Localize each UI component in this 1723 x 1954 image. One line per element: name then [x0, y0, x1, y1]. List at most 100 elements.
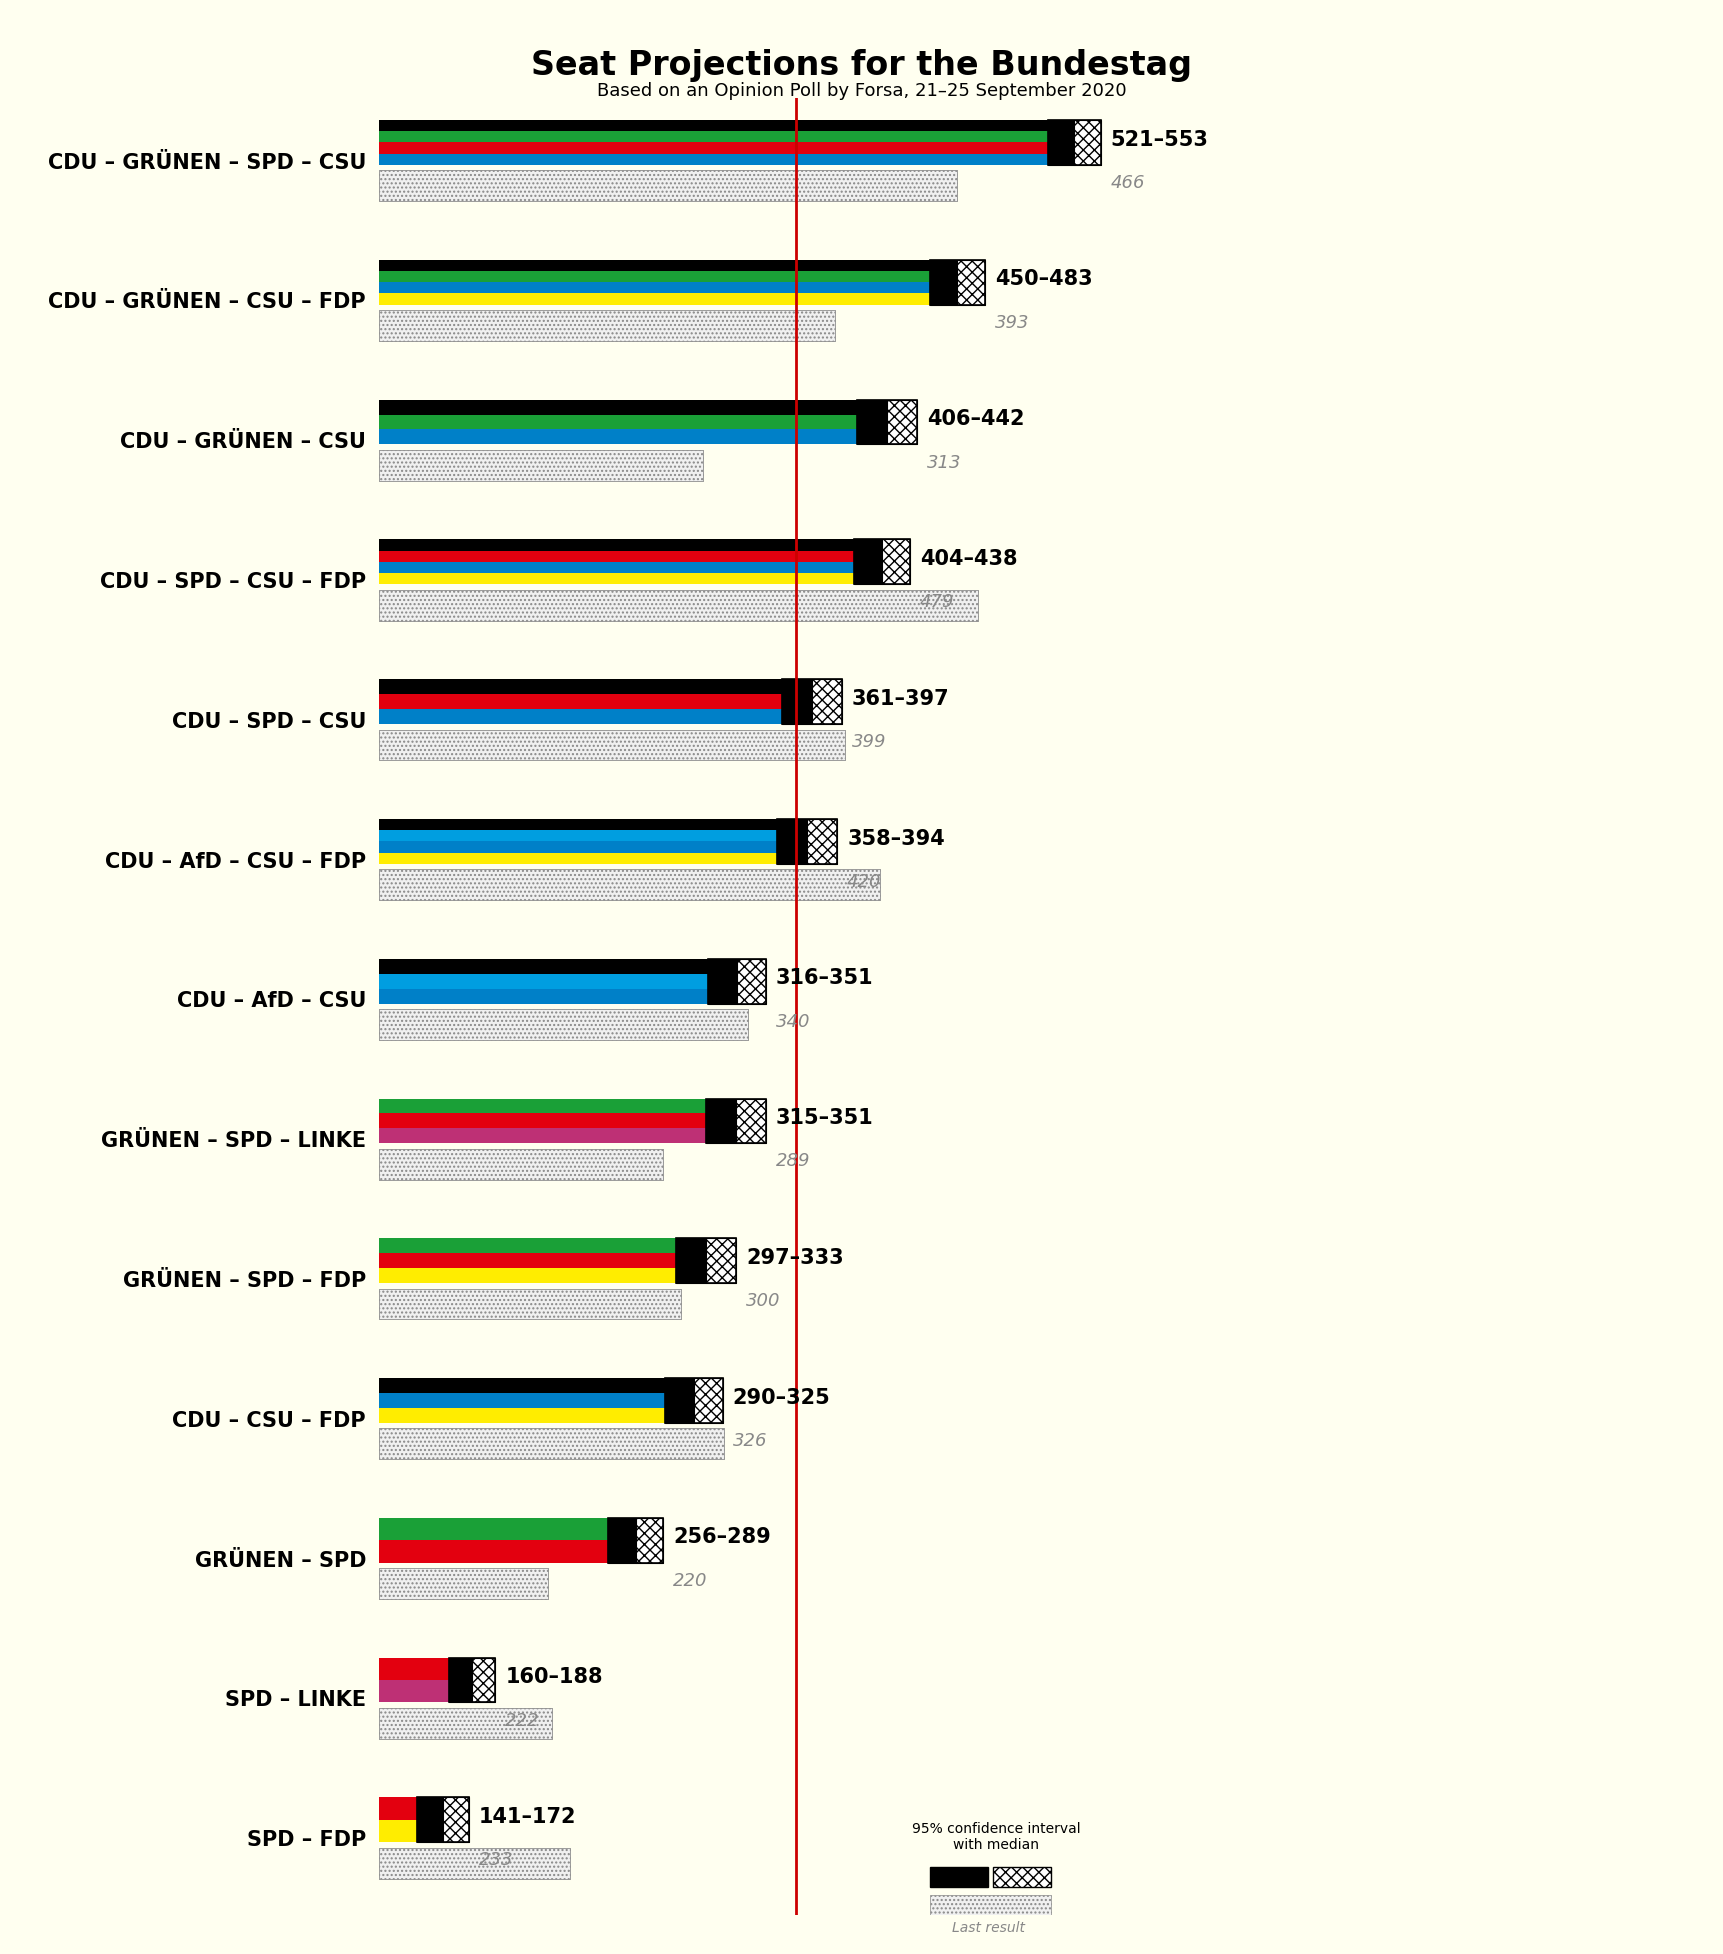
Bar	[379, 842, 837, 852]
Text: CDU – AfD – CSU: CDU – AfD – CSU	[176, 991, 365, 1012]
Text: 450–483: 450–483	[994, 270, 1092, 289]
Bar	[379, 293, 984, 305]
Text: CDU – GRÜNEN – SPD – CSU: CDU – GRÜNEN – SPD – CSU	[48, 152, 365, 172]
Bar	[708, 959, 736, 1004]
Text: 160–188: 160–188	[505, 1667, 603, 1688]
Bar	[379, 414, 917, 430]
Bar	[379, 1149, 663, 1180]
Text: SPD – LINKE: SPD – LINKE	[224, 1690, 365, 1710]
Bar	[379, 830, 837, 842]
Bar	[853, 539, 910, 584]
Bar	[608, 1518, 636, 1563]
Bar	[443, 1798, 469, 1843]
Text: CDU – CSU – FDP: CDU – CSU – FDP	[172, 1411, 365, 1430]
Text: 141–172: 141–172	[479, 1807, 575, 1827]
Text: Based on an Opinion Poll by Forsa, 21–25 September 2020: Based on an Opinion Poll by Forsa, 21–25…	[596, 82, 1127, 100]
Bar	[379, 1798, 469, 1819]
Text: Last result: Last result	[951, 1921, 1023, 1934]
Text: 316–351: 316–351	[775, 969, 874, 989]
Bar	[736, 959, 765, 1004]
Bar	[379, 959, 765, 973]
Bar	[379, 1428, 724, 1460]
Bar	[379, 311, 836, 340]
Bar	[379, 1239, 736, 1253]
Bar	[379, 573, 910, 584]
Bar	[379, 272, 984, 281]
Bar	[379, 143, 1101, 154]
Bar	[929, 260, 956, 305]
Text: 315–351: 315–351	[775, 1108, 874, 1127]
Bar	[379, 154, 1101, 164]
Bar	[379, 401, 917, 414]
Bar	[379, 1393, 722, 1409]
Text: 393: 393	[994, 315, 1029, 332]
Bar	[379, 1518, 663, 1540]
Bar	[379, 1540, 663, 1563]
Text: GRÜNEN – SPD: GRÜNEN – SPD	[195, 1551, 365, 1571]
Bar	[929, 1868, 987, 1888]
Bar	[379, 1290, 681, 1319]
Bar	[379, 1378, 722, 1393]
Bar	[675, 1239, 706, 1284]
Text: 326: 326	[732, 1432, 767, 1450]
Bar	[379, 1708, 551, 1739]
Bar	[379, 819, 837, 830]
Text: 340: 340	[775, 1012, 810, 1030]
Bar	[379, 1290, 681, 1319]
Bar	[379, 852, 837, 864]
Bar	[379, 729, 844, 760]
Text: 95% confidence interval
with median: 95% confidence interval with median	[911, 1821, 1080, 1852]
Bar	[379, 1114, 765, 1127]
Bar	[379, 1657, 495, 1680]
Bar	[379, 1098, 765, 1114]
Bar	[379, 1848, 570, 1878]
Bar	[636, 1518, 663, 1563]
Bar	[706, 1239, 736, 1284]
Text: 233: 233	[479, 1850, 513, 1870]
Bar	[472, 1657, 495, 1702]
Bar	[379, 870, 880, 901]
Bar	[663, 1378, 693, 1423]
Text: 289: 289	[775, 1153, 810, 1170]
Bar	[806, 819, 837, 864]
Bar	[379, 563, 910, 573]
Bar	[379, 870, 880, 901]
Bar	[1048, 119, 1101, 164]
Bar	[379, 1127, 765, 1143]
Text: 300: 300	[746, 1292, 781, 1311]
Bar	[379, 260, 984, 272]
Bar	[782, 680, 812, 723]
Text: CDU – GRÜNEN – CSU: CDU – GRÜNEN – CSU	[121, 432, 365, 451]
Text: 220: 220	[672, 1571, 706, 1591]
Text: GRÜNEN – SPD – FDP: GRÜNEN – SPD – FDP	[122, 1270, 365, 1292]
Bar	[379, 119, 1101, 131]
Bar	[956, 260, 984, 305]
Text: 420: 420	[846, 873, 880, 891]
Bar	[856, 401, 917, 444]
Bar	[417, 1798, 469, 1843]
Bar	[379, 1253, 736, 1268]
Bar	[812, 680, 841, 723]
Text: 404–438: 404–438	[920, 549, 1017, 569]
Text: 222: 222	[505, 1712, 539, 1729]
Text: CDU – SPD – CSU: CDU – SPD – CSU	[172, 711, 365, 733]
Text: CDU – AfD – CSU – FDP: CDU – AfD – CSU – FDP	[105, 852, 365, 871]
Bar	[853, 539, 882, 584]
Text: 406–442: 406–442	[927, 408, 1023, 430]
Bar	[379, 170, 956, 201]
Bar	[379, 1008, 748, 1040]
Bar	[777, 819, 806, 864]
Text: 466: 466	[1110, 174, 1144, 191]
Bar	[608, 1518, 663, 1563]
Bar	[379, 590, 977, 621]
Bar	[1073, 119, 1101, 164]
Bar	[379, 1680, 495, 1702]
Bar	[379, 170, 956, 201]
Bar	[379, 1268, 736, 1284]
Text: 521–553: 521–553	[1110, 129, 1208, 150]
Bar	[882, 539, 910, 584]
Bar	[379, 1428, 724, 1460]
Bar	[706, 1098, 736, 1143]
Bar	[663, 1378, 722, 1423]
Bar	[448, 1657, 495, 1702]
